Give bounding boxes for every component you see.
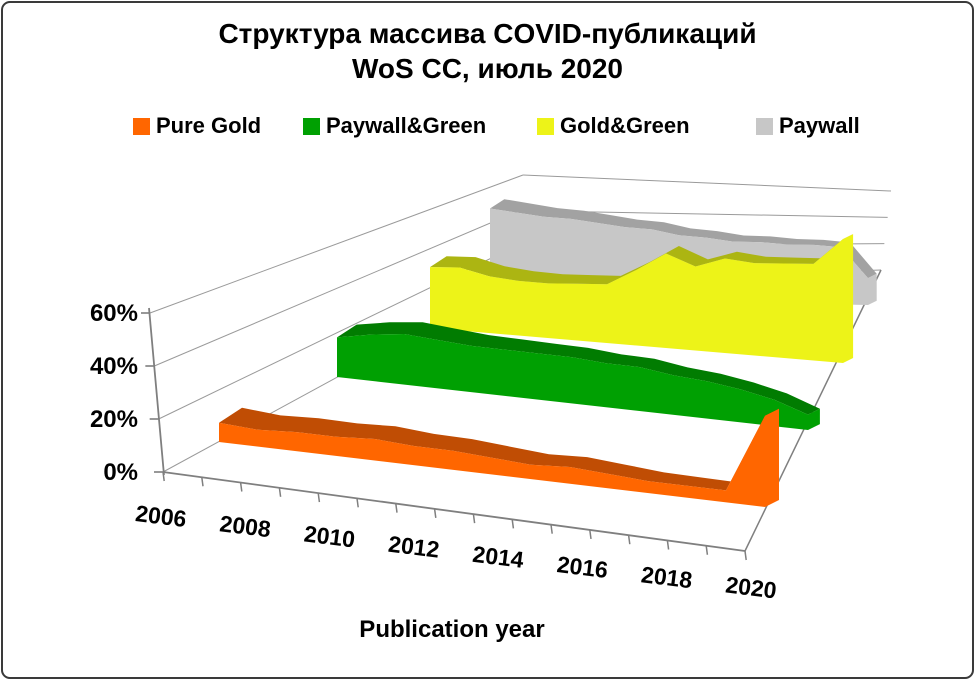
x-tick-label: 2006 bbox=[134, 500, 188, 532]
y-tick-label: 60% bbox=[90, 300, 138, 327]
y-tick-label: 40% bbox=[90, 353, 138, 380]
x-axis-tick bbox=[472, 514, 476, 524]
x-axis-line bbox=[162, 471, 746, 552]
y-tick-label: 0% bbox=[103, 459, 138, 486]
ribbon-gold-green-endcap bbox=[843, 234, 854, 363]
ribbon-paywall-endcap bbox=[868, 273, 877, 305]
y-axis-line bbox=[148, 307, 165, 476]
x-axis-tick bbox=[705, 545, 709, 555]
legend-swatch-paywall bbox=[756, 117, 773, 135]
legend-item-gold-green: Gold&Green bbox=[537, 112, 690, 140]
ribbon-paywall-green-front bbox=[337, 334, 808, 430]
x-axis-tick bbox=[162, 471, 165, 482]
ribbon-paywall-green-top bbox=[337, 322, 820, 415]
x-tick-label: 2014 bbox=[471, 541, 525, 573]
x-axis-tick bbox=[511, 519, 515, 529]
x-axis-tick bbox=[744, 550, 747, 561]
legend-item-paywall: Paywall bbox=[756, 112, 860, 140]
legend-item-paywall-green: Paywall&Green bbox=[303, 112, 486, 140]
y-tick-label: 20% bbox=[90, 406, 138, 433]
x-axis-tick bbox=[239, 482, 243, 492]
ribbon-pure-gold-top bbox=[219, 407, 779, 491]
ribbon-pure-gold-endcap bbox=[765, 408, 779, 507]
ribbon-paywall-top bbox=[490, 199, 877, 279]
x-tick-label: 2016 bbox=[555, 551, 609, 583]
legend-swatch-gold-green bbox=[537, 117, 554, 135]
ribbon-pure-gold-front bbox=[219, 415, 765, 507]
wall-gridline-left-40 bbox=[154, 210, 520, 367]
x-axis-tick bbox=[356, 498, 359, 508]
ribbon-paywall-green-endcap bbox=[808, 408, 820, 430]
wall-gridline-left-60 bbox=[149, 174, 524, 314]
x-axis-tick bbox=[278, 487, 282, 497]
x-axis-tick bbox=[550, 524, 553, 534]
legend-label-pure-gold: Pure Gold bbox=[156, 113, 262, 138]
x-axis-tick bbox=[317, 492, 321, 503]
x-axis-tick bbox=[666, 540, 670, 550]
x-tick-label: 2010 bbox=[303, 520, 357, 552]
legend-label-paywall: Paywall bbox=[779, 113, 860, 138]
chart-title: Структура массива COVID-публикаций WoS C… bbox=[0, 16, 975, 86]
x-tick-label: 2012 bbox=[387, 531, 441, 563]
ribbon-gold-green-top bbox=[430, 234, 854, 285]
legend-label-gold-green: Gold&Green bbox=[560, 113, 690, 138]
chart-title-line2: WoS CC, июль 2020 bbox=[352, 53, 623, 84]
x-axis-tick bbox=[201, 477, 204, 487]
x-tick-label: 2020 bbox=[724, 571, 778, 603]
x-axis-title: Publication year bbox=[359, 616, 545, 643]
x-axis-tick bbox=[589, 529, 592, 540]
legend-swatch-paywall-green bbox=[303, 117, 320, 135]
legend-swatch-pure-gold bbox=[133, 117, 150, 135]
x-axis-tick bbox=[433, 508, 437, 518]
wall-gridline-back-60 bbox=[522, 174, 892, 192]
chart-title-line1: Структура массива COVID-публикаций bbox=[218, 18, 757, 49]
x-axis-tick bbox=[395, 503, 398, 513]
x-tick-label: 2018 bbox=[640, 561, 694, 593]
x-axis-tick bbox=[627, 535, 631, 545]
legend-label-paywall-green: Paywall&Green bbox=[326, 113, 487, 138]
x-tick-label: 2008 bbox=[218, 510, 272, 542]
legend-item-pure-gold: Pure Gold bbox=[133, 112, 261, 140]
ribbon-gold-green-front bbox=[430, 239, 843, 363]
